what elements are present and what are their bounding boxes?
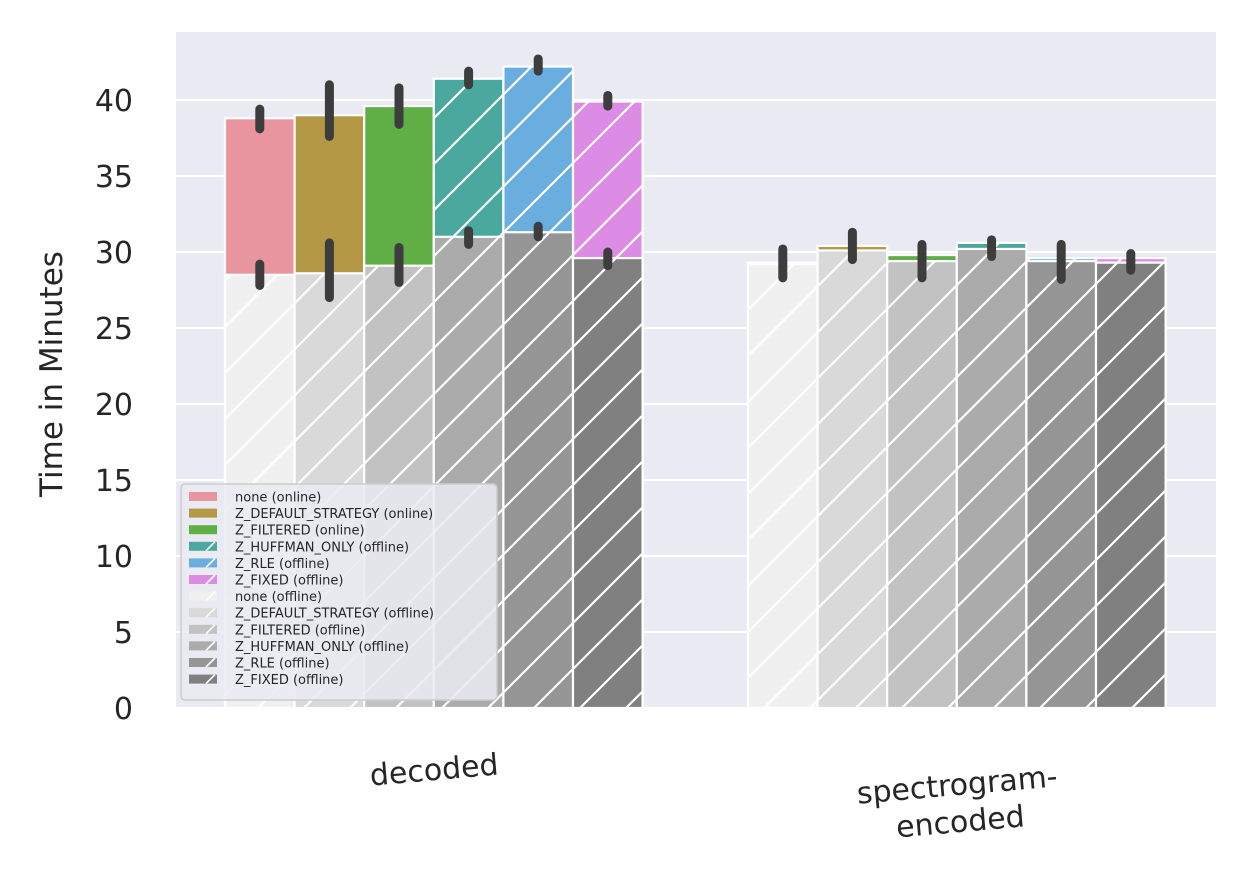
legend: none (online)Z_DEFAULT_STRATEGY (online)… bbox=[180, 483, 498, 701]
legend-swatch bbox=[189, 508, 217, 518]
legend-label: Z_FIXED (offline) bbox=[235, 673, 344, 688]
legend-item: Z_HUFFMAN_ONLY (offline) bbox=[189, 540, 409, 555]
offline-bar-hatch bbox=[748, 264, 818, 708]
legend-item: Z_RLE (offline) bbox=[189, 557, 330, 572]
legend-label: Z_DEFAULT_STRATEGY (online) bbox=[235, 507, 433, 522]
category-label: decoded bbox=[368, 747, 499, 793]
legend-hatch-mark bbox=[205, 557, 216, 568]
legend-item: Z_FIXED (offline) bbox=[189, 574, 344, 589]
legend-hatch-mark bbox=[205, 607, 216, 618]
y-tick-label: 0 bbox=[114, 692, 133, 727]
legend-hatch-mark bbox=[205, 541, 216, 552]
legend-item: Z_RLE (offline) bbox=[189, 657, 330, 672]
legend-item: Z_DEFAULT_STRATEGY (online) bbox=[189, 507, 433, 522]
category-label: spectrogram-encoded bbox=[855, 759, 1062, 848]
legend-label: Z_HUFFMAN_ONLY (offline) bbox=[235, 640, 409, 655]
legend-label: Z_DEFAULT_STRATEGY (offline) bbox=[235, 607, 434, 622]
y-tick-label: 25 bbox=[95, 312, 133, 347]
legend-swatch bbox=[189, 674, 217, 684]
legend-item: Z_DEFAULT_STRATEGY (offline) bbox=[189, 607, 434, 622]
legend-item: Z_HUFFMAN_ONLY (offline) bbox=[189, 640, 409, 655]
legend-label: none (online) bbox=[235, 491, 321, 506]
y-tick-label: 35 bbox=[95, 160, 133, 195]
offline-bar-hatch bbox=[573, 258, 643, 708]
legend-label: Z_HUFFMAN_ONLY (offline) bbox=[235, 540, 409, 555]
legend-label: Z_FIXED (offline) bbox=[235, 574, 344, 589]
y-axis-title: Time in Minutes bbox=[34, 251, 70, 498]
legend-item: none (online) bbox=[189, 491, 321, 506]
y-tick-label: 5 bbox=[114, 616, 133, 651]
offline-bar-hatch bbox=[1096, 262, 1166, 708]
legend-swatch bbox=[189, 641, 217, 651]
legend-swatch bbox=[189, 558, 217, 568]
legend-swatch bbox=[189, 658, 217, 667]
offline-bar-hatch bbox=[503, 232, 573, 709]
legend-item: Z_FIXED (offline) bbox=[189, 673, 344, 688]
offline-bar-hatch bbox=[1026, 261, 1096, 708]
legend-hatch-mark bbox=[205, 640, 216, 651]
legend-hatch-mark bbox=[205, 657, 216, 668]
offline-bar-hatch bbox=[887, 261, 957, 708]
y-tick-label: 30 bbox=[95, 236, 133, 271]
legend-box bbox=[180, 483, 498, 701]
legend-hatch-mark bbox=[205, 624, 216, 635]
legend-swatch bbox=[189, 525, 217, 535]
legend-label: Z_RLE (offline) bbox=[235, 557, 330, 572]
legend-label: Z_FILTERED (online) bbox=[235, 524, 365, 539]
y-tick-label: 15 bbox=[95, 464, 133, 499]
legend-hatch-mark bbox=[205, 674, 216, 685]
legend-item: Z_FILTERED (online) bbox=[189, 524, 365, 539]
legend-swatch bbox=[189, 624, 217, 634]
legend-swatch bbox=[189, 591, 217, 601]
offline-bar-hatch bbox=[956, 248, 1027, 708]
legend-hatch-mark bbox=[205, 591, 216, 602]
y-tick-label: 10 bbox=[95, 540, 133, 575]
y-tick-label: 40 bbox=[95, 84, 133, 119]
legend-swatch bbox=[189, 541, 217, 551]
legend-label: Z_FILTERED (offline) bbox=[235, 623, 365, 638]
legend-item: Z_FILTERED (offline) bbox=[189, 623, 365, 638]
legend-hatch-mark bbox=[205, 574, 216, 585]
y-tick-label: 20 bbox=[95, 388, 133, 423]
legend-swatch bbox=[189, 575, 217, 584]
offline-bar-hatch bbox=[817, 250, 888, 709]
legend-label: none (offline) bbox=[235, 590, 322, 605]
legend-label: Z_RLE (offline) bbox=[235, 657, 330, 672]
legend-item: none (offline) bbox=[189, 590, 322, 605]
legend-swatch bbox=[189, 608, 217, 618]
legend-swatch bbox=[189, 492, 217, 501]
